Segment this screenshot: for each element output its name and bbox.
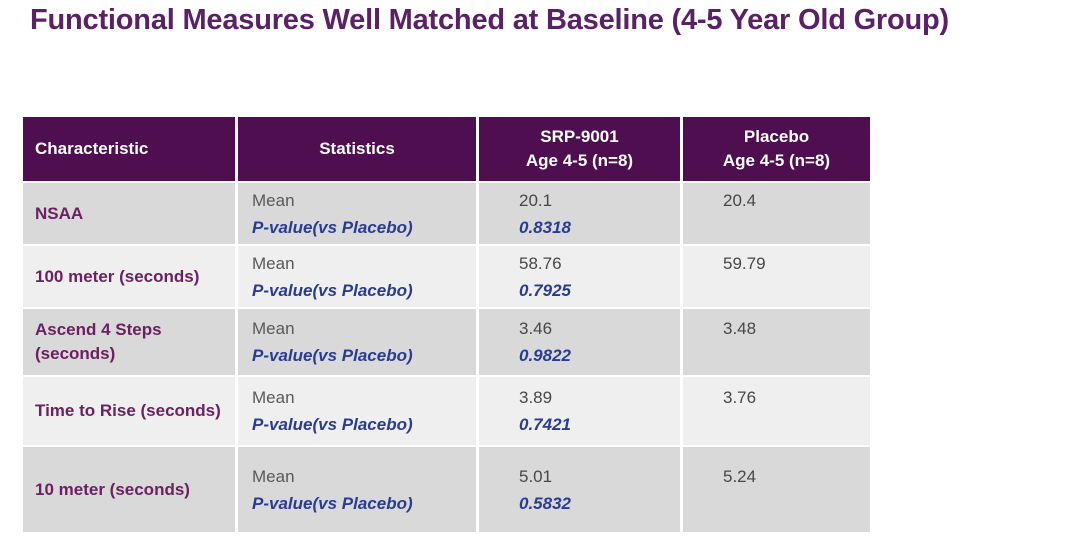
table-row: Time to Rise (seconds) Mean P-value(vs P… (23, 377, 870, 445)
column-header-characteristic: Characteristic (23, 117, 235, 181)
line-spacer (723, 490, 870, 517)
mean-stat-label: Mean (252, 253, 295, 273)
srp-mean-value: 20.1 (519, 190, 553, 210)
table-row: Ascend 4 Steps (seconds) Mean P-value(vs… (23, 309, 870, 375)
srp-pvalue: 0.9822 (519, 346, 571, 365)
table-row: 10 meter (seconds) Mean P-value(vs Place… (23, 447, 870, 532)
line-spacer (723, 277, 870, 304)
mean-stat-label: Mean (252, 319, 295, 338)
pvalue-stat-label: P-value(vs Placebo) (252, 415, 413, 434)
statistics-cell: Mean P-value(vs Placebo) (238, 447, 476, 532)
pvalue-stat-label: P-value(vs Placebo) (252, 217, 413, 237)
line-spacer (723, 342, 870, 369)
placebo-value-cell: 3.48 (683, 309, 870, 375)
mean-stat-label: Mean (252, 190, 295, 210)
mean-stat-label: Mean (252, 388, 295, 407)
characteristic-cell: NSAA (23, 183, 235, 244)
placebo-mean-value: 5.24 (723, 466, 757, 486)
column-header-srp-9001: SRP-9001 Age 4-5 (n=8) (479, 117, 680, 181)
placebo-value-cell: 3.76 (683, 377, 870, 445)
srp-value-cell: 3.89 0.7421 (479, 377, 680, 445)
mean-stat-label: Mean (252, 466, 295, 486)
statistics-cell: Mean P-value(vs Placebo) (238, 377, 476, 445)
characteristic-cell: Ascend 4 Steps (seconds) (23, 309, 235, 375)
page-title: Functional Measures Well Matched at Base… (30, 4, 950, 36)
placebo-mean-value: 3.76 (723, 388, 757, 407)
srp-value-cell: 58.76 0.7925 (479, 246, 680, 307)
table-row: NSAA Mean P-value(vs Placebo) 20.1 0.831… (23, 183, 870, 244)
srp-mean-value: 3.46 (519, 319, 553, 338)
srp-value-cell: 20.1 0.8318 (479, 183, 680, 244)
srp-pvalue: 0.5832 (519, 493, 571, 513)
statistics-cell: Mean P-value(vs Placebo) (238, 183, 476, 244)
srp-pvalue: 0.7421 (519, 415, 571, 434)
line-spacer (723, 214, 870, 241)
statistics-cell: Mean P-value(vs Placebo) (238, 246, 476, 307)
srp-mean-value: 3.89 (519, 388, 553, 407)
placebo-mean-value: 20.4 (723, 190, 757, 210)
baseline-table: Characteristic Statistics SRP-9001 Age 4… (20, 115, 873, 534)
srp-pvalue: 0.7925 (519, 280, 571, 300)
placebo-value-cell: 20.4 (683, 183, 870, 244)
placebo-value-cell: 59.79 (683, 246, 870, 307)
pvalue-stat-label: P-value(vs Placebo) (252, 346, 413, 365)
table-row: 100 meter (seconds) Mean P-value(vs Plac… (23, 246, 870, 307)
characteristic-cell: 100 meter (seconds) (23, 246, 235, 307)
column-header-statistics: Statistics (238, 117, 476, 181)
pvalue-stat-label: P-value(vs Placebo) (252, 280, 413, 300)
srp-value-cell: 3.46 0.9822 (479, 309, 680, 375)
characteristic-cell: Time to Rise (seconds) (23, 377, 235, 445)
placebo-mean-value: 3.48 (723, 319, 757, 338)
placebo-value-cell: 5.24 (683, 447, 870, 532)
pvalue-stat-label: P-value(vs Placebo) (252, 493, 413, 513)
table-header-row: Characteristic Statistics SRP-9001 Age 4… (23, 117, 870, 181)
line-spacer (723, 411, 870, 438)
srp-mean-value: 5.01 (519, 466, 553, 486)
characteristic-cell: 10 meter (seconds) (23, 447, 235, 532)
statistics-cell: Mean P-value(vs Placebo) (238, 309, 476, 375)
srp-value-cell: 5.01 0.5832 (479, 447, 680, 532)
column-header-placebo: Placebo Age 4-5 (n=8) (683, 117, 870, 181)
srp-mean-value: 58.76 (519, 253, 562, 273)
srp-pvalue: 0.8318 (519, 217, 571, 237)
placebo-mean-value: 59.79 (723, 253, 766, 273)
